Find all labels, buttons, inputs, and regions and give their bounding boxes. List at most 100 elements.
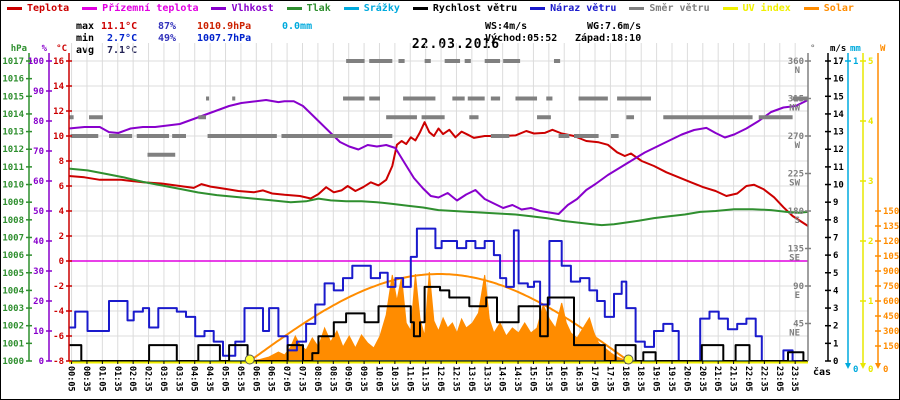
axis-tick-label: 100 <box>28 57 44 67</box>
axis-tick-label: 4 <box>59 207 65 217</box>
legend-label: Směr větru <box>649 3 710 14</box>
x-tick-label: 05:05 <box>220 366 230 392</box>
axis-arrow-solar <box>875 363 881 369</box>
axis-tick-label: 0 <box>868 365 873 375</box>
x-tick-label: 06:35 <box>266 366 276 392</box>
legend-item-tlak: Tlak <box>286 3 331 14</box>
axis-tick-label: 5 <box>868 57 873 67</box>
x-tick-label: 21:35 <box>728 366 738 392</box>
axis-tick-label: -8 <box>53 357 64 367</box>
stat-max-humidity: 87% <box>158 21 177 32</box>
axis-tick-label: 8 <box>833 216 838 226</box>
axis-tick-label: 315 <box>788 95 804 105</box>
x-tick-label: 10:05 <box>373 366 383 392</box>
x-tick-label: 20:05 <box>681 366 691 392</box>
axis-tick-label: 17 <box>833 57 844 67</box>
x-tick-label: 12:35 <box>450 366 460 392</box>
axis-tick-label: 2 <box>868 237 873 247</box>
axis-tick-label: 1014 <box>2 110 24 120</box>
axis-temp: °C 16 14 12 10 8 6 4 2 0 -2 -4 -6 -8 <box>53 44 72 367</box>
legend-item-vlhkost: Vlhkost <box>211 3 274 14</box>
legend-marker <box>530 7 546 10</box>
axis-tick-label: 16 <box>53 57 64 67</box>
x-axis-labels: 00:05 00:35 01:05 01:35 02:05 02:35 03:05 03:35… <box>66 361 799 392</box>
x-tick-label: 23:05 <box>774 366 784 392</box>
axis-tick-label: 750 <box>883 282 899 292</box>
x-tick-label: 07:05 <box>281 366 291 392</box>
axis-tick-label: 90 <box>33 87 44 97</box>
legend-marker <box>343 7 359 10</box>
stat-wind-speed: WS:4m/s <box>485 21 528 32</box>
axis-tick-label: 7 <box>833 233 838 243</box>
x-tick-label: 22:35 <box>758 366 768 392</box>
axis-header-wind: m/s <box>830 44 846 54</box>
legend-label: Přízemní teplota <box>102 3 199 14</box>
axis-tick-label: 1011 <box>2 163 24 173</box>
legend-marker <box>7 7 22 10</box>
axis-tick-label: 1007 <box>2 233 24 243</box>
x-tick-label: 04:35 <box>204 366 214 392</box>
legend-label: Tlak <box>306 3 331 14</box>
x-tick-label: 14:35 <box>512 366 522 392</box>
x-tick-label: 22:05 <box>743 366 753 392</box>
x-tick-label: 11:35 <box>420 366 430 392</box>
stat-min-pressure: 1007.7hPa <box>197 33 252 44</box>
stat-min-label: min <box>76 33 95 44</box>
x-tick-label: 13:35 <box>481 366 491 392</box>
sun-marker <box>244 354 255 365</box>
legend-item-sm-r-v-tru: Směr větru <box>629 3 710 14</box>
axis-tick-label: -4 <box>53 307 64 317</box>
axis-tick-label: 180 <box>788 207 804 217</box>
x-tick-label: 09:35 <box>358 366 368 392</box>
axis-pressure: hPa 1017 1016 1015 1014 1013 1012 1011 1010 1009 1… <box>2 44 32 367</box>
axis-tick-sublabel: NW <box>789 104 800 114</box>
x-tick-label: 00:35 <box>81 366 91 392</box>
axis-header-pressure: hPa <box>11 44 27 54</box>
legend-label: Náraz větru <box>550 3 617 14</box>
x-tick-label: 18:35 <box>635 366 645 392</box>
axis-tick-label: 150 <box>883 342 899 352</box>
legend-marker <box>82 7 98 10</box>
sun-marker <box>623 354 634 365</box>
axis-tick-label: 16 <box>833 75 844 85</box>
x-tick-label: 07:35 <box>297 366 307 392</box>
axis-tick-label: 0 <box>39 357 44 367</box>
axis-tick-label: 1005 <box>2 269 24 279</box>
axis-tick-label: 0 <box>883 365 888 375</box>
x-tick-label: 17:35 <box>604 366 614 392</box>
axis-tick-label: -6 <box>53 332 64 342</box>
axis-tick-label: 2 <box>59 232 64 242</box>
axis-tick-label: 3 <box>868 177 873 187</box>
axis-tick-label: 5 <box>833 269 838 279</box>
axis-header-rain: mm <box>850 44 861 54</box>
legend-marker <box>803 7 819 10</box>
axis-tick-label: 13 <box>833 128 844 138</box>
stat-max-label: max <box>76 21 95 32</box>
axis-header-solar: W <box>880 44 886 54</box>
legend-item-solar: Solar <box>803 3 854 14</box>
axis-tick-label: 9 <box>833 198 838 208</box>
axis-tick-label: 300 <box>883 327 899 337</box>
stat-sunset: Západ:18:10 <box>575 33 642 44</box>
x-tick-label: 21:05 <box>712 366 722 392</box>
axis-tick-label: 6 <box>59 182 64 192</box>
axis-tick-label: 4 <box>833 286 839 296</box>
axis-tick-sublabel: E <box>795 291 800 301</box>
axis-tick-label: 1006 <box>2 251 24 261</box>
x-tick-label: 02:05 <box>127 366 137 392</box>
axis-tick-label: 270 <box>788 132 804 142</box>
series-teplota <box>68 121 809 227</box>
axis-rain: mm 1 0 <box>845 44 861 375</box>
legend-item-p-zemn-teplota: Přízemní teplota <box>82 3 198 14</box>
x-tick-label: 04:05 <box>189 366 199 392</box>
axis-tick-label: 1350 <box>883 222 900 232</box>
x-tick-label: 13:05 <box>466 366 476 392</box>
axis-tick-label: 1015 <box>2 92 24 102</box>
axis-tick-label: 30 <box>33 267 44 277</box>
axis-tick-sublabel: SE <box>789 254 800 264</box>
x-tick-label: 06:05 <box>250 366 260 392</box>
axis-tick-label: 135 <box>788 245 804 255</box>
axis-tick-label: 360 <box>788 57 804 67</box>
axis-tick-label: 70 <box>33 147 44 157</box>
